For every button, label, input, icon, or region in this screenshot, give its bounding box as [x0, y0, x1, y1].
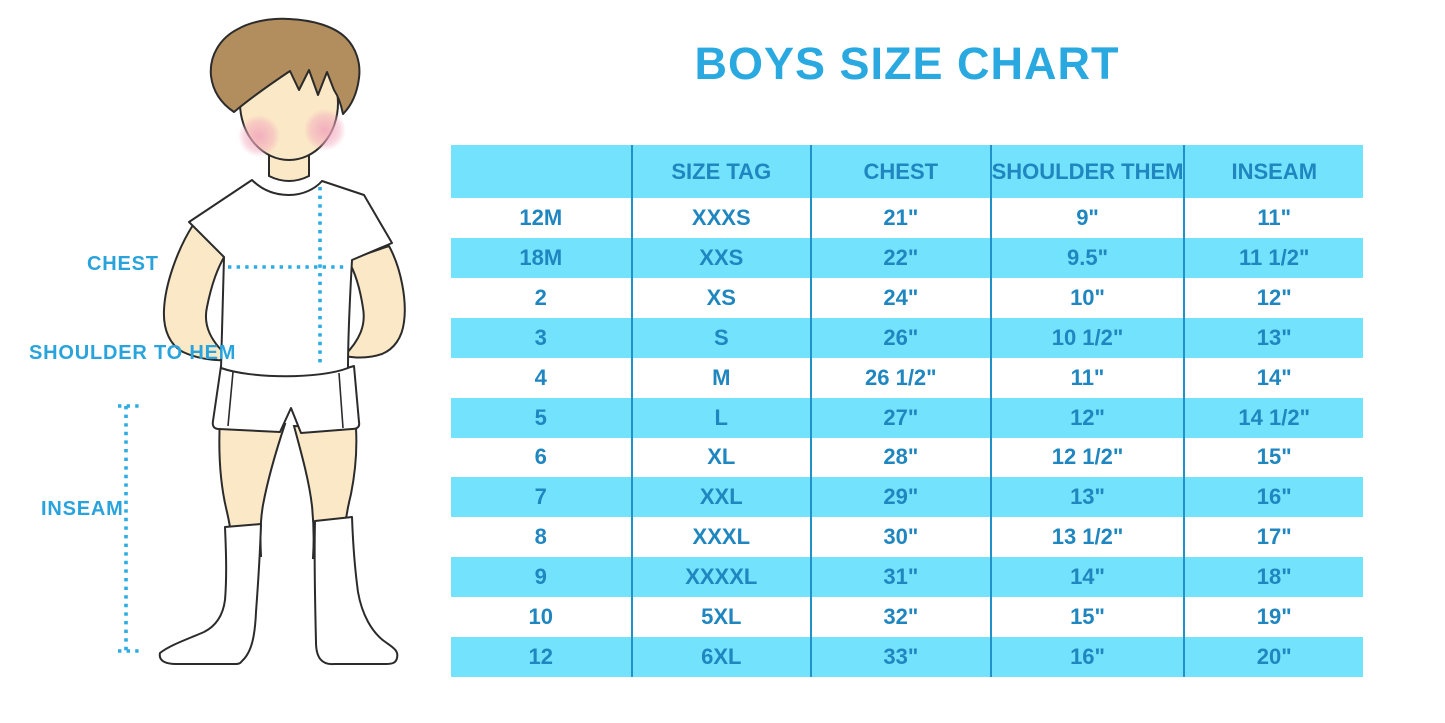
table-cell: 32" [810, 597, 990, 638]
table-cell: 13 1/2" [989, 517, 1184, 558]
table-cell: 24" [810, 277, 990, 318]
table-cell: 12" [989, 397, 1184, 438]
row-label-cell: 2 [534, 284, 547, 310]
boy-left-arm [162, 224, 233, 362]
table-cell: 26 1/2" [810, 357, 990, 398]
table-cell: 18" [1183, 557, 1363, 598]
table-cell: 29" [810, 477, 990, 518]
table-cell: 14 1/2" [1183, 397, 1363, 438]
column-header-shoulder-them: SHOULDER THEM [989, 145, 1184, 198]
table-cell: 11 1/2" [1183, 237, 1363, 278]
table-cell: 27" [810, 397, 990, 438]
table-cell: S [630, 317, 811, 358]
row-label-cell: 4 [534, 364, 547, 390]
boy-right-sock [313, 516, 399, 666]
table-cell: 13" [989, 477, 1184, 518]
table-cell: 20" [1183, 637, 1363, 677]
row-label-cell: 6 [534, 444, 547, 470]
row-label-cell: 9 [451, 557, 631, 598]
size-table: SIZE TAG CHEST SHOULDER THEM INSEAM 12M XXXS 2… [451, 145, 1363, 677]
table-cell: 10" [989, 277, 1184, 318]
table-cell: 9" [989, 198, 1184, 238]
boy-left-leg [218, 416, 287, 560]
boy-left-sock [158, 523, 262, 665]
table-cell: XS [630, 277, 811, 318]
table-cell: 16" [1183, 477, 1363, 518]
column-header-chest: CHEST [810, 145, 990, 198]
table-cell: 15" [1183, 437, 1363, 478]
table-cell: 14" [989, 557, 1184, 598]
table-cell: 33" [810, 637, 990, 677]
table-cell: 15" [989, 597, 1184, 638]
table-cell: 10 1/2" [989, 317, 1184, 358]
table-cell: 9.5" [989, 237, 1184, 278]
table-cell: XXXXL [630, 557, 811, 598]
table-cell: 17" [1183, 517, 1363, 558]
table-cell: 19" [1183, 597, 1363, 638]
table-cell: XXL [630, 477, 811, 518]
blush-right [304, 109, 346, 151]
table-cell: XXXS [630, 198, 811, 238]
boy-hair [209, 17, 361, 115]
row-label-cell: 8 [534, 524, 547, 550]
boy-measurement-figure: CHEST SHOULDER TO HEM INSEAM [0, 0, 450, 723]
table-cell: 6XL [630, 637, 811, 677]
table-cell: M [630, 357, 811, 398]
table-cell: L [630, 397, 811, 438]
table-cell: 28" [810, 437, 990, 478]
table-cell: 26" [810, 317, 990, 358]
column-header-inseam: INSEAM [1183, 145, 1363, 198]
row-label-cell: 7 [451, 477, 631, 518]
shorts-seam-right [338, 372, 344, 429]
table-cell: 11" [1183, 198, 1363, 238]
shoulder-to-hem-label: SHOULDER TO HEM [29, 342, 236, 364]
boy-right-arm [343, 245, 406, 359]
table-cell: 30" [810, 517, 990, 558]
boy-illustration: CHEST SHOULDER TO HEM INSEAM [29, 17, 406, 666]
column-header-blank [451, 145, 631, 198]
row-label-cell: 12 [451, 637, 631, 677]
column-header-size-tag: SIZE TAG [630, 145, 811, 198]
table-cell: 16" [989, 637, 1184, 677]
row-label-cell: 5 [451, 397, 631, 438]
row-label-cell: 18M [451, 237, 631, 278]
row-label-cell: 10 [528, 604, 553, 630]
table-cell: 11" [989, 357, 1184, 398]
table-cell: 14" [1183, 357, 1363, 398]
table-cell: 13" [1183, 317, 1363, 358]
shorts-seam-left [227, 371, 234, 427]
table-cell: XL [630, 437, 811, 478]
row-label-cell: 3 [451, 317, 631, 358]
table-cell: XXXL [630, 517, 811, 558]
table-cell: 22" [810, 237, 990, 278]
chest-label: CHEST [87, 253, 159, 275]
table-cell: 12 1/2" [989, 437, 1184, 478]
page-title: BOYS SIZE CHART [694, 38, 1120, 89]
row-label-cell: 12M [519, 204, 563, 230]
table-cell: XXS [630, 237, 811, 278]
inseam-label: INSEAM [41, 498, 124, 520]
table-cell: 31" [810, 557, 990, 598]
table-cell: 5XL [630, 597, 811, 638]
blush-left [238, 115, 280, 157]
table-cell: 21" [810, 198, 990, 238]
table-cell: 12" [1183, 277, 1363, 318]
boy-tshirt [188, 179, 393, 378]
